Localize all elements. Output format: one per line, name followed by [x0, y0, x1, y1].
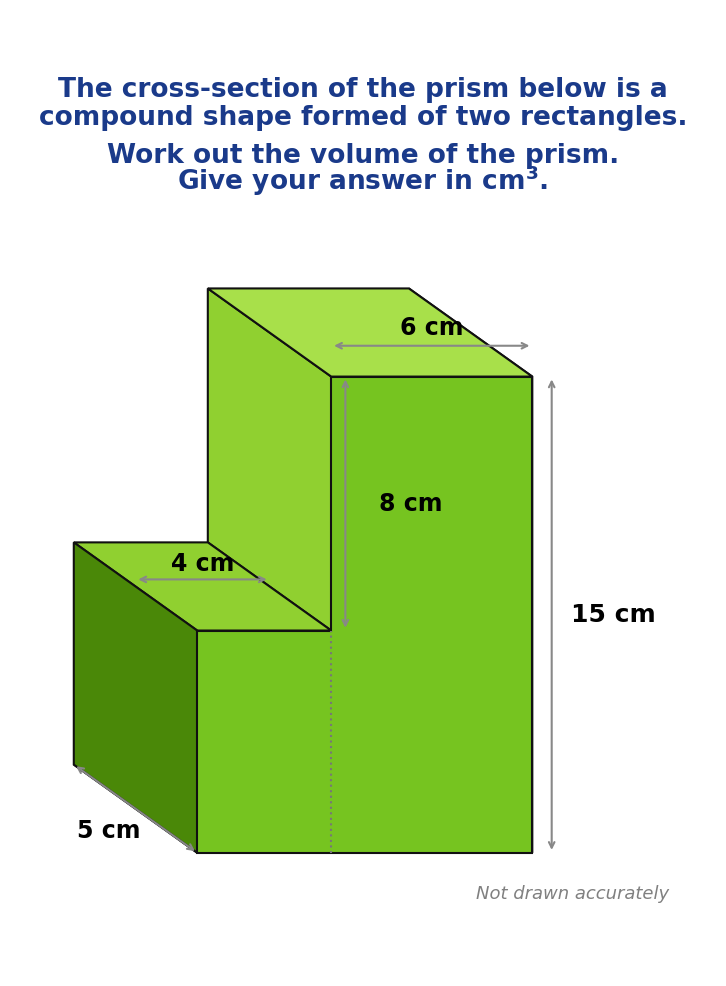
Polygon shape [74, 764, 532, 853]
Polygon shape [74, 542, 331, 631]
Text: compound shape formed of two rectangles.: compound shape formed of two rectangles. [38, 106, 688, 131]
Polygon shape [409, 289, 532, 853]
Polygon shape [197, 377, 532, 853]
Polygon shape [208, 289, 532, 377]
Text: Give your answer in $\mathregular{cm^3}$.: Give your answer in $\mathregular{cm^3}$… [177, 164, 549, 198]
Text: 4 cm: 4 cm [171, 551, 234, 576]
Text: 15 cm: 15 cm [571, 602, 656, 627]
Text: 8 cm: 8 cm [379, 492, 442, 516]
Text: Work out the volume of the prism.: Work out the volume of the prism. [107, 143, 619, 170]
Text: The cross-section of the prism below is a: The cross-section of the prism below is … [58, 77, 668, 104]
Text: 5 cm: 5 cm [77, 819, 141, 843]
Text: Not drawn accurately: Not drawn accurately [476, 885, 669, 903]
Polygon shape [74, 542, 197, 853]
Text: 6 cm: 6 cm [400, 317, 463, 340]
Polygon shape [208, 289, 331, 631]
